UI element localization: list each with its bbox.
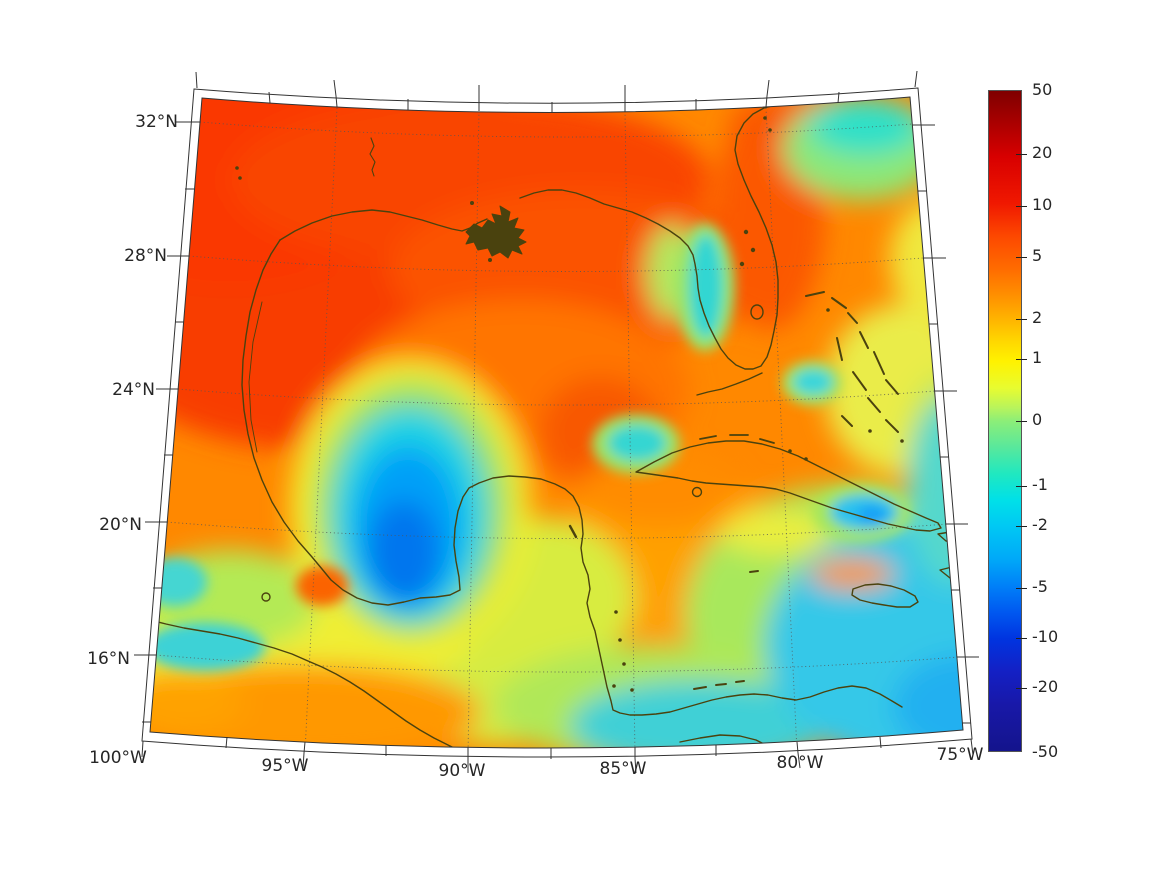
colorbar-tick bbox=[1016, 421, 1027, 422]
frame-inner bbox=[149, 96, 964, 749]
mexico-pacific-coast bbox=[150, 619, 459, 749]
colorbar-tick bbox=[1016, 206, 1027, 207]
lon-tick-label-85w: 85°W bbox=[599, 759, 647, 779]
lon-tick-label-95w: 95°W bbox=[261, 756, 309, 776]
colorbar-label-20: 20 bbox=[1032, 143, 1053, 162]
lat-tick-label-20n: 20°N bbox=[99, 515, 142, 535]
colorbar-tick bbox=[1016, 638, 1027, 639]
cuba-keys bbox=[699, 434, 775, 444]
lon-tick-label-100w: 100°W bbox=[89, 748, 147, 768]
colorbar-label-m20: -20 bbox=[1032, 677, 1059, 696]
lake-okeechobee bbox=[750, 304, 764, 320]
veracruz-lagoon bbox=[261, 592, 271, 602]
cayman-island bbox=[749, 570, 759, 573]
frame-ladder-ticks bbox=[142, 91, 971, 759]
jamaica-coast bbox=[851, 583, 919, 608]
colorbar-label-m5: -5 bbox=[1032, 577, 1048, 596]
anomaly-field bbox=[150, 97, 963, 749]
colorbar-label-1: 1 bbox=[1032, 348, 1043, 367]
axis-tick-marks bbox=[134, 70, 979, 774]
lat-tick-label-32n: 32°N bbox=[135, 112, 178, 132]
lon-tick-label-90w: 90°W bbox=[438, 761, 486, 781]
small-islets bbox=[235, 116, 904, 692]
colorbar-label-m50: -50 bbox=[1032, 742, 1059, 761]
map-frame bbox=[134, 70, 979, 774]
lat-tick-label-24n: 24°N bbox=[112, 380, 155, 400]
colorbar-tick bbox=[1016, 319, 1027, 320]
colorbar-label-m2: -2 bbox=[1032, 515, 1048, 534]
colorbar-label-m1: -1 bbox=[1032, 475, 1048, 494]
colorbar-label-2: 2 bbox=[1032, 308, 1043, 327]
colorbar-tick bbox=[1016, 588, 1027, 589]
lon-tick-label-75w: 75°W bbox=[936, 745, 984, 765]
colorbar-label-10: 10 bbox=[1032, 195, 1053, 214]
colorbar-label-50: 50 bbox=[1032, 80, 1053, 99]
colorbar-label-0: 0 bbox=[1032, 410, 1043, 429]
cuba-coast bbox=[635, 440, 942, 532]
colorbar-tick bbox=[1016, 486, 1027, 487]
us-gulf-coast-east-florida bbox=[519, 97, 784, 370]
colorbar-tick bbox=[1016, 688, 1027, 689]
mississippi-delta bbox=[465, 205, 527, 259]
colorbar-tick bbox=[1016, 154, 1027, 155]
colorbar-label-5: 5 bbox=[1032, 246, 1043, 265]
us-gulf-coast-west bbox=[279, 209, 488, 241]
coastlines bbox=[150, 97, 963, 749]
lat-tick-label-28n: 28°N bbox=[124, 246, 167, 266]
cozumel-island bbox=[568, 524, 578, 539]
colorbar-tick bbox=[1016, 526, 1027, 527]
lat-tick-label-16n: 16°N bbox=[87, 649, 130, 669]
gridlines bbox=[155, 107, 960, 749]
isla-juventud bbox=[691, 486, 703, 498]
colorbar-tick bbox=[1016, 257, 1027, 258]
colorbar-label-m10: -10 bbox=[1032, 627, 1059, 646]
mexico-gulf-yucatan-honduras-coast bbox=[241, 239, 903, 716]
mosquito-coast bbox=[679, 734, 769, 747]
bahamas-islands bbox=[805, 291, 899, 433]
bay-islands bbox=[693, 680, 745, 690]
lon-tick-label-80w: 80°W bbox=[776, 753, 824, 773]
mississippi-river bbox=[369, 137, 376, 177]
colorbar-tick bbox=[1016, 359, 1027, 360]
colorbar-gradient bbox=[988, 90, 1027, 752]
texas-barrier-islands bbox=[248, 301, 263, 453]
florida-keys bbox=[696, 372, 763, 396]
